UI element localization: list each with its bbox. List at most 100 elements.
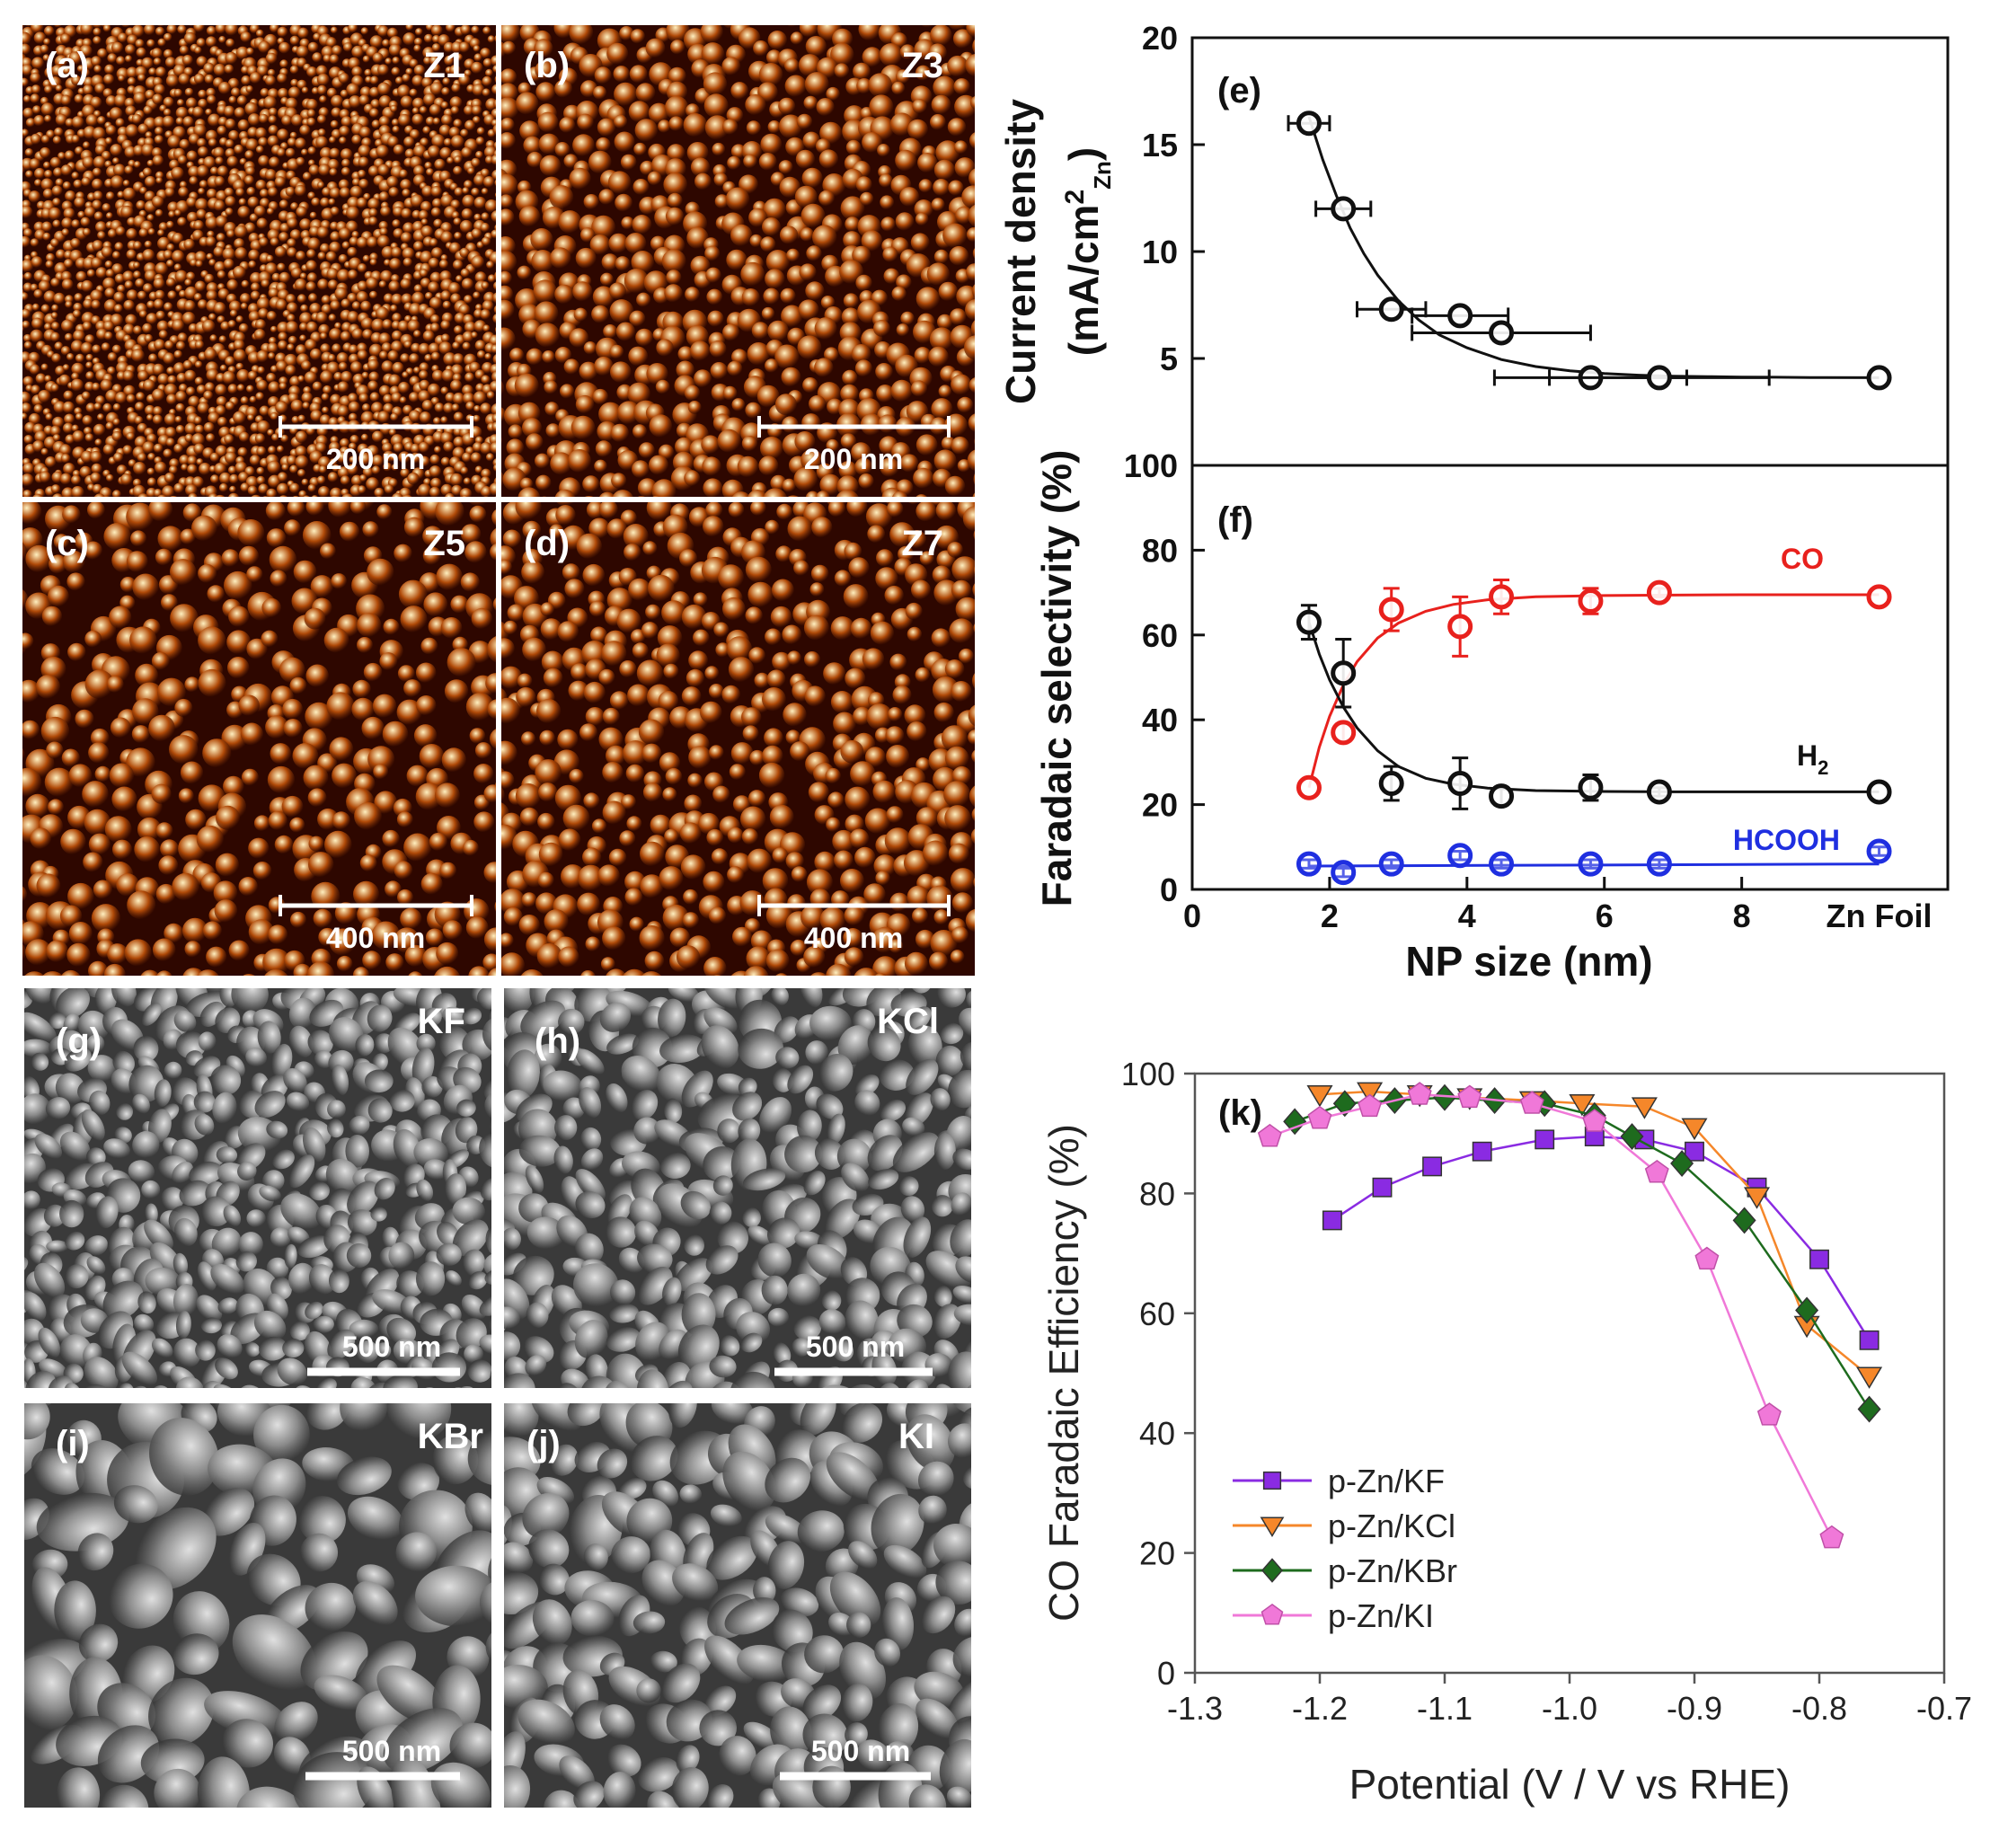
data-point bbox=[1378, 851, 1404, 877]
data-point bbox=[1447, 614, 1473, 640]
marks-e bbox=[1287, 111, 1892, 391]
series-line bbox=[1331, 1135, 1871, 1341]
data-point bbox=[1331, 660, 1357, 686]
panel-label-b: (b) bbox=[524, 46, 570, 85]
y-tick-label-f: 80 bbox=[1142, 532, 1178, 569]
sample-tag-kcl: KCl bbox=[877, 1002, 939, 1041]
plot-frame-k bbox=[1193, 1072, 1946, 1675]
y-tick-label-f: 100 bbox=[1124, 447, 1178, 484]
series-line bbox=[1294, 1096, 1871, 1410]
x-tick-label-zn-foil: Zn Foil bbox=[1827, 897, 1933, 934]
sample-tag-z3: Z3 bbox=[901, 46, 943, 85]
image-texture bbox=[504, 1403, 971, 1808]
data-point bbox=[1422, 1156, 1443, 1177]
data-point bbox=[1644, 1159, 1669, 1183]
sem-image-g: (g) KF 500 nm bbox=[24, 988, 491, 1388]
data-point bbox=[1795, 1296, 1819, 1324]
image-texture bbox=[501, 25, 975, 497]
plot-frame-e bbox=[1190, 36, 1950, 467]
scale-label-b: 200 nm bbox=[804, 443, 903, 475]
sample-tag-z1: Z1 bbox=[423, 46, 465, 85]
x-tick-label-k: -1.3 bbox=[1167, 1690, 1223, 1727]
afm-image-d: (d) Z7 400 nm bbox=[501, 502, 975, 976]
data-point bbox=[1472, 1141, 1492, 1162]
x-tick-label-f: 6 bbox=[1596, 897, 1614, 934]
data-point bbox=[1856, 1366, 1883, 1389]
data-point bbox=[1407, 1082, 1432, 1105]
y-tick-label-f: 60 bbox=[1142, 617, 1178, 654]
data-point bbox=[1489, 320, 1515, 346]
image-texture bbox=[22, 25, 496, 497]
y-axis-title-e-sup: 2 bbox=[1060, 190, 1090, 205]
afm-image-b: (b) Z3 200 nm bbox=[501, 25, 975, 497]
image-texture bbox=[24, 988, 491, 1388]
y-tick-label-k: 100 bbox=[1121, 1056, 1175, 1092]
data-point bbox=[1694, 1246, 1720, 1270]
fit-line bbox=[1307, 593, 1880, 789]
panel-label-j: (j) bbox=[526, 1424, 561, 1463]
data-point bbox=[1578, 774, 1604, 800]
data-point bbox=[1519, 1091, 1544, 1114]
legend-label: p-Zn/KF bbox=[1328, 1463, 1445, 1499]
y-tick-label-e: 15 bbox=[1142, 127, 1178, 164]
data-point bbox=[1743, 1187, 1771, 1209]
data-point bbox=[1257, 1123, 1282, 1147]
data-point bbox=[1756, 1402, 1782, 1426]
y-tick-label-f: 40 bbox=[1142, 702, 1178, 738]
data-point bbox=[1646, 779, 1672, 805]
data-point bbox=[1357, 1082, 1384, 1105]
data-point bbox=[1447, 303, 1473, 329]
marks-k bbox=[1257, 1082, 1883, 1549]
image-texture bbox=[24, 1403, 491, 1808]
sem-image-i: (i) KBr 500 nm bbox=[24, 1403, 491, 1808]
scale-label-j: 500 nm bbox=[811, 1735, 910, 1767]
fit-line bbox=[1308, 862, 1880, 868]
y-axis-title-e-sub: Zn bbox=[1089, 161, 1116, 190]
data-point bbox=[1732, 1207, 1756, 1234]
data-point bbox=[1866, 365, 1892, 391]
axes-f: 0 20 40 60 80 100 0 2 4 6 8 Zn Foil bbox=[1124, 447, 1933, 934]
legend-label: p-Zn/KI bbox=[1328, 1597, 1434, 1634]
x-axis-title-f: NP size (nm) bbox=[1405, 938, 1652, 985]
afm-image-a: (a) Z1 200 nm bbox=[22, 25, 496, 497]
panel-label-h: (h) bbox=[535, 1021, 580, 1061]
series-p-zn-ki bbox=[1257, 1082, 1844, 1549]
x-tick-label-k: -1.2 bbox=[1292, 1690, 1348, 1727]
data-point bbox=[1866, 584, 1892, 610]
data-point bbox=[1866, 779, 1892, 805]
y-tick-label-k: 80 bbox=[1139, 1175, 1175, 1212]
sample-tag-kf: KF bbox=[418, 1002, 465, 1041]
data-point bbox=[1685, 1141, 1704, 1162]
series-p-zn-kf bbox=[1322, 1127, 1880, 1350]
scale-label-g: 500 nm bbox=[342, 1331, 441, 1363]
data-point bbox=[1578, 851, 1604, 877]
data-point bbox=[1283, 1108, 1307, 1136]
scale-label-i: 500 nm bbox=[342, 1735, 441, 1767]
series-label-hcooh: HCOOH bbox=[1733, 824, 1840, 856]
data-point bbox=[1582, 1109, 1607, 1132]
y-tick-label-k: 60 bbox=[1139, 1295, 1175, 1332]
data-point bbox=[1331, 860, 1357, 886]
data-point bbox=[1447, 843, 1473, 869]
y-axis-title-e-main: (mA/cm bbox=[1060, 205, 1107, 357]
y-tick-label-e: 10 bbox=[1142, 234, 1178, 270]
image-texture bbox=[22, 502, 496, 976]
panel-label-d: (d) bbox=[524, 524, 570, 563]
data-point bbox=[1859, 1330, 1880, 1350]
x-tick-label-f: 8 bbox=[1733, 897, 1751, 934]
panel-label-i: (i) bbox=[56, 1424, 90, 1463]
data-point bbox=[1332, 1090, 1357, 1118]
x-axis-title-k: Potential (V / V vs RHE) bbox=[1349, 1761, 1791, 1808]
legend-item: p-Zn/KCl bbox=[1233, 1508, 1455, 1544]
legend-item: p-Zn/KF bbox=[1233, 1463, 1445, 1499]
data-point bbox=[1819, 1525, 1844, 1549]
series-label-co: CO bbox=[1781, 543, 1824, 575]
legend-item: p-Zn/KBr bbox=[1233, 1552, 1457, 1589]
y-tick-label-k: 20 bbox=[1139, 1535, 1175, 1572]
sample-tag-z7: Z7 bbox=[901, 524, 943, 563]
x-tick-label-k: -0.9 bbox=[1667, 1690, 1722, 1727]
panel-label-e: (e) bbox=[1217, 71, 1261, 111]
legend-marker bbox=[1262, 1471, 1282, 1490]
data-point bbox=[1646, 579, 1672, 606]
data-point bbox=[1620, 1123, 1644, 1150]
